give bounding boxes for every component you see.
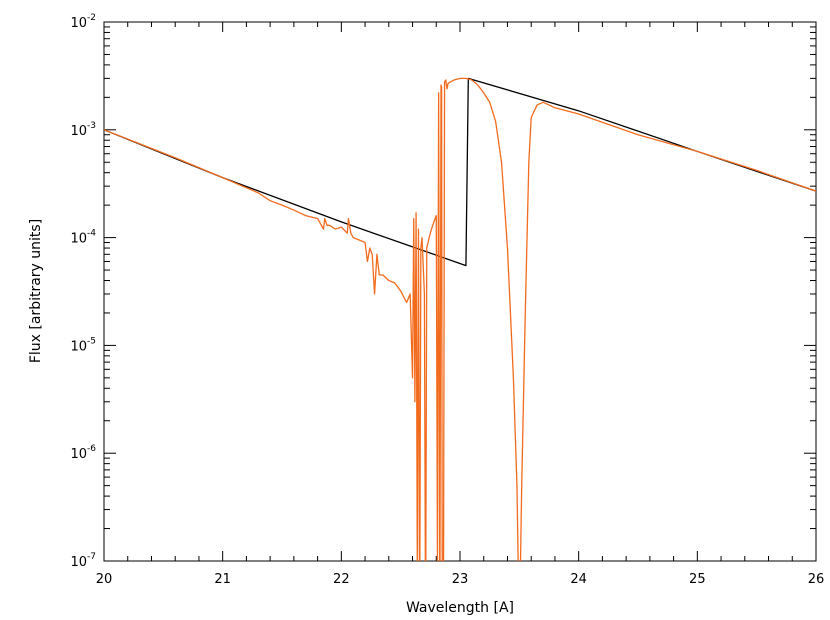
series-group [104,77,816,561]
y-axis-label: Flux [arbitrary units] [28,219,44,363]
continuum-line [104,77,816,267]
x-tick-label: 25 [689,572,706,587]
absorption-spectrum-line [104,77,816,561]
axis-ticks [103,21,817,562]
x-tick-label: 26 [808,572,825,587]
y-tick-label: 10-5 [70,336,96,354]
y-tick-label: 10-6 [70,444,96,462]
x-tick-label: 22 [333,572,350,587]
plot-frame [103,21,817,562]
x-axis-label: Wavelength [A] [406,600,514,616]
y-tick-label: 10-3 [70,121,96,139]
axis-tick-labels: 20 21 22 23 24 25 26 10-7 10-6 10-5 10-4 10-3 10-2 [70,13,824,587]
x-tick-label: 21 [214,572,231,587]
x-tick-label: 23 [452,572,469,587]
y-tick-label: 10-2 [70,13,96,31]
y-tick-label: 10-4 [70,229,96,247]
x-tick-label: 24 [570,572,587,587]
y-tick-label: 10-7 [70,552,96,570]
x-tick-label: 20 [96,572,113,587]
